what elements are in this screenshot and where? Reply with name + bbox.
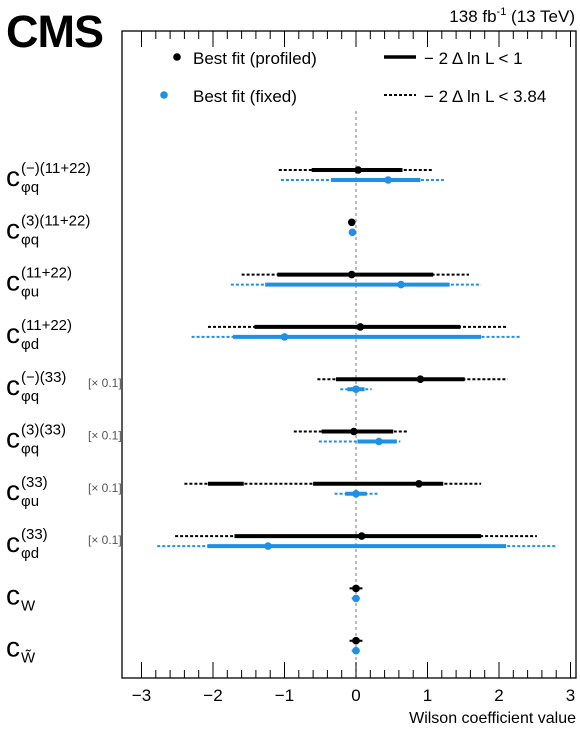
parameter-symbol: c <box>6 423 20 454</box>
parameter-row <box>317 375 508 394</box>
fixed-best-fit-point <box>397 280 405 289</box>
legend-marker-fixed <box>160 91 168 99</box>
parameter-symbol: c <box>6 318 20 349</box>
fixed-best-fit-point <box>280 333 289 341</box>
parameter-symbol: c <box>6 213 20 244</box>
fixed-best-fit-point <box>352 646 360 655</box>
x-tick-label: −3 <box>132 686 151 705</box>
parameter-superscript: (3)(11+22) <box>21 212 90 229</box>
x-tick-label: 0 <box>351 686 360 705</box>
parameter-symbol: c <box>6 370 20 401</box>
legend-label-profiled: Best fit (profiled) <box>193 49 317 68</box>
parameter-symbol: c <box>6 527 20 558</box>
profiled-best-fit-point <box>415 480 423 488</box>
parameter-superscript: (33) <box>21 526 48 543</box>
parameter-subscript: φu <box>21 493 39 510</box>
parameter-subscript: φd <box>21 545 39 562</box>
parameter-label: c (3)(33) φq [× 0.1] <box>6 422 122 458</box>
parameter-label: c (33) φd [× 0.1] <box>6 526 122 562</box>
parameter-subscript: W̃ <box>21 649 36 666</box>
parameter-scale-note: [× 0.1] <box>88 376 122 390</box>
parameter-subscript: φq <box>21 179 39 196</box>
x-tick-label: −1 <box>275 686 294 705</box>
parameter-label: c (3)(11+22) φq <box>6 212 90 248</box>
profiled-best-fit-point <box>352 584 360 593</box>
parameter-subscript: W <box>21 597 36 614</box>
plot-frame <box>121 30 577 679</box>
parameter-subscript: φd <box>21 336 39 353</box>
parameter-superscript: (−)(33) <box>21 369 66 386</box>
lumi-prefix: 138 fb <box>449 7 496 26</box>
parameter-row <box>157 532 557 550</box>
x-tick-label: 3 <box>566 686 575 705</box>
parameter-labels: c (−)(11+22)φqc (3)(11+22)φqc (11+22)φuc (11… <box>6 160 122 667</box>
legend-label-dashed: − 2 Δ ln L < 3.84 <box>424 87 546 106</box>
parameter-label: c (−)(11+22) φq <box>6 160 91 196</box>
parameter-row <box>230 270 482 289</box>
fixed-best-fit-point <box>264 542 272 550</box>
profiled-best-fit-point <box>347 218 356 227</box>
parameter-label: c (11+22) φu <box>6 265 72 301</box>
parameter-symbol: c <box>6 632 20 663</box>
experiment-logo: CMS <box>6 6 103 57</box>
parameter-subscript: φq <box>21 231 39 248</box>
profiled-best-fit-point <box>356 323 365 331</box>
parameter-symbol: c <box>6 475 20 506</box>
parameter-superscript: (3)(33) <box>21 422 66 439</box>
parameter-scale-note: [× 0.1] <box>88 481 122 495</box>
fixed-best-fit-point <box>352 594 360 603</box>
parameter-symbol: c <box>6 266 20 297</box>
profiled-best-fit-point <box>352 636 360 645</box>
x-axis: −3 −2 −1 0 1 2 3 <box>132 31 575 705</box>
profiled-best-fit-point <box>350 427 358 436</box>
fixed-best-fit-point <box>348 228 357 237</box>
parameter-symbol: c <box>6 579 20 610</box>
x-axis-label: Wilson coefficient value <box>409 710 576 727</box>
profiled-best-fit-point <box>416 375 425 384</box>
fixed-best-fit-point <box>352 385 360 394</box>
legend-label-solid: − 2 Δ ln L < 1 <box>424 49 523 68</box>
parameter-scale-note: [× 0.1] <box>88 533 122 547</box>
legend-label-fixed: Best fit (fixed) <box>193 87 297 106</box>
data-rows <box>157 166 557 655</box>
parameter-label: c (11+22) φd <box>6 317 72 353</box>
parameter-label: c (−)(33) φq [× 0.1] <box>6 369 122 405</box>
luminosity-label: 138 fb-1 (13 TeV) <box>449 6 575 26</box>
x-tick-label: −2 <box>203 686 222 705</box>
parameter-symbol: c <box>6 161 20 192</box>
parameter-row <box>349 584 363 603</box>
parameter-scale-note: [× 0.1] <box>88 429 122 443</box>
fixed-best-fit-point <box>352 490 360 498</box>
x-tick-label: 2 <box>494 686 503 705</box>
fixed-best-fit-point <box>375 437 383 446</box>
parameter-row <box>293 427 409 446</box>
parameter-superscript: (11+22) <box>21 317 72 334</box>
parameter-superscript: (11+22) <box>21 265 72 282</box>
x-tick-label: 1 <box>423 686 432 705</box>
parameter-subscript: φq <box>21 441 39 458</box>
parameter-superscript: (33) <box>21 474 48 491</box>
parameter-subscript: φq <box>21 388 39 405</box>
parameter-superscript: (−)(11+22) <box>21 160 91 177</box>
lumi-exponent: -1 <box>497 6 507 18</box>
parameter-row <box>278 166 444 184</box>
parameter-label: c W̃ <box>6 632 36 667</box>
lumi-suffix: (13 TeV) <box>506 7 575 26</box>
parameter-row <box>191 323 521 341</box>
legend-marker-profiled <box>173 53 181 61</box>
profiled-best-fit-point <box>357 532 366 540</box>
parameter-row <box>184 480 482 498</box>
parameter-row <box>347 218 357 237</box>
parameter-subscript: φu <box>21 284 39 301</box>
profiled-best-fit-point <box>347 270 356 279</box>
profiled-best-fit-point <box>354 166 362 174</box>
fixed-best-fit-point <box>384 176 392 184</box>
parameter-row <box>349 636 363 655</box>
legend: Best fit (profiled) Best fit (fixed) − 2… <box>160 49 546 106</box>
parameter-label: c (33) φu [× 0.1] <box>6 474 122 510</box>
